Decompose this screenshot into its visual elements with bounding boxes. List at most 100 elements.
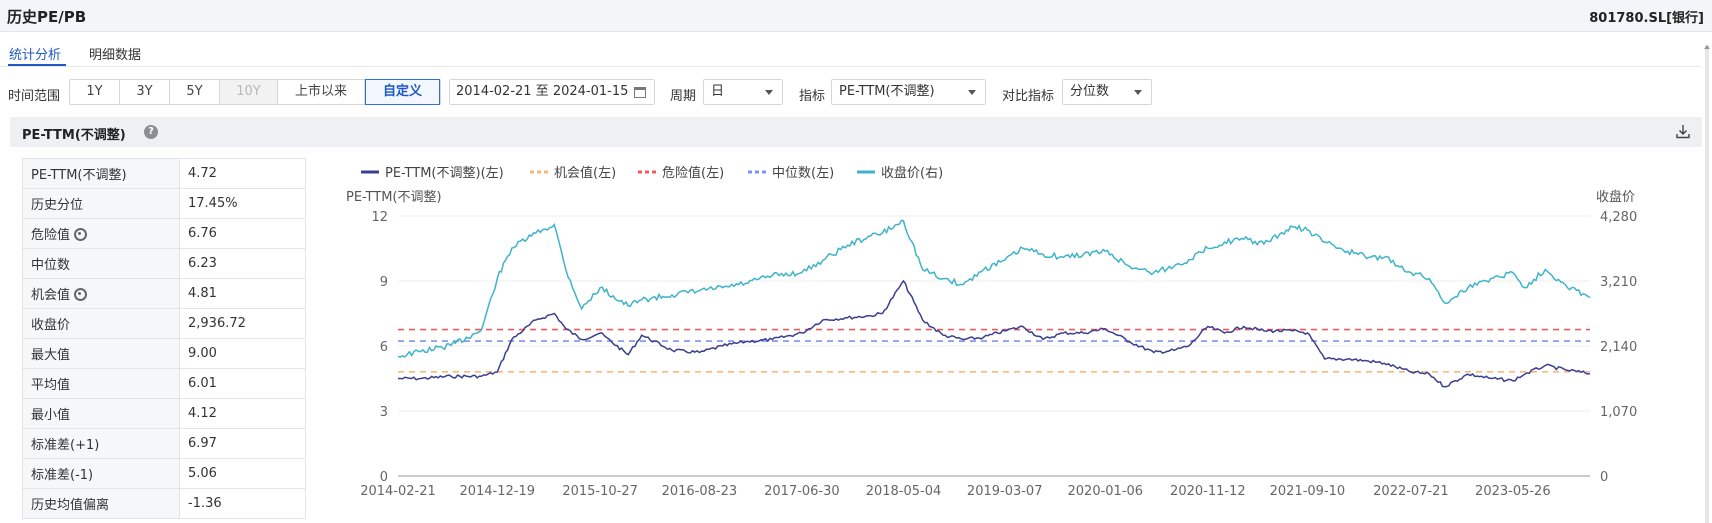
indicator-select-value: PE-TTM(不调整): [839, 84, 935, 99]
stat-value: 6.76: [179, 218, 306, 249]
stat-label: 收盘价: [31, 318, 71, 333]
stats-row: 平均值 6.01: [22, 368, 306, 399]
stats-table: PE-TTM(不调整) 4.72 历史分位 17.45% 危险值 6.76 中位数 6.23 机…: [22, 158, 306, 519]
pe-series-line: [398, 279, 1591, 388]
stat-label: 中位数: [31, 258, 71, 273]
x-tick-label: 2017-06-30: [764, 484, 840, 499]
range-3y-button[interactable]: 3Y: [120, 80, 170, 104]
range-since-listing-button[interactable]: 上市以来: [278, 80, 365, 104]
filter-bar: 时间范围 1Y 3Y 5Y 10Y 上市以来 自定义 2014-02-21 至 …: [0, 79, 1700, 107]
range-5y-button[interactable]: 5Y: [170, 80, 220, 104]
stat-label: 历史分位: [31, 198, 84, 213]
period-select[interactable]: 日: [703, 79, 783, 105]
x-tick-label: 2015-10-27: [562, 484, 638, 499]
download-icon[interactable]: [1676, 124, 1690, 139]
stat-label-cell: 历史均值偏离: [22, 488, 180, 519]
stat-value: 5.06: [179, 458, 306, 489]
stat-label: 平均值: [31, 378, 71, 393]
x-tick-label: 2016-08-23: [662, 484, 738, 499]
time-range-label: 时间范围: [8, 89, 61, 104]
range-1y-button[interactable]: 1Y: [70, 80, 120, 104]
x-tick-label: 2020-11-12: [1170, 484, 1246, 499]
x-tick-label: 2014-02-21: [360, 484, 436, 499]
right-tick-label: 1,070: [1600, 405, 1637, 420]
x-tick-label: 2019-03-07: [967, 484, 1043, 499]
stat-label: 最小值: [31, 408, 71, 423]
stats-row: 中位数 6.23: [22, 248, 306, 279]
panel-title: PE-TTM(不调整): [22, 128, 126, 143]
chevron-down-icon: [765, 90, 773, 95]
stats-row: 标准差(+1) 6.97: [22, 428, 306, 459]
stat-value: 2,936.72: [179, 308, 306, 339]
stat-label: 标准差(+1): [31, 438, 100, 453]
legend-item-label[interactable]: PE-TTM(不调整)(左): [385, 166, 504, 181]
close-price-series-line: [397, 219, 1591, 358]
gear-icon[interactable]: [74, 288, 88, 301]
stat-value: 4.81: [179, 278, 306, 309]
compare-select[interactable]: 分位数: [1062, 79, 1152, 105]
compare-select-value: 分位数: [1070, 84, 1110, 99]
left-tick-label: 12: [371, 210, 388, 225]
left-tick-label: 6: [380, 340, 388, 355]
help-icon[interactable]: ?: [144, 125, 158, 139]
date-range-value: 2014-02-21 至 2024-01-15: [456, 84, 629, 99]
stat-label-cell: 收盘价: [22, 308, 180, 339]
vertical-scrollbar[interactable]: [1702, 45, 1712, 523]
date-range-input[interactable]: 2014-02-21 至 2024-01-15: [449, 79, 655, 105]
x-tick-label: 2023-05-26: [1475, 484, 1551, 499]
stats-row: 机会值 4.81: [22, 278, 306, 309]
calendar-icon[interactable]: [634, 87, 646, 98]
range-10y-button[interactable]: 10Y: [220, 80, 278, 104]
tab-detail-data[interactable]: 明细数据: [89, 48, 142, 63]
scrollbar-thumb[interactable]: [1705, 45, 1709, 523]
x-tick-label: 2022-07-21: [1373, 484, 1449, 499]
active-tab-indicator: [8, 64, 66, 66]
indicator-select[interactable]: PE-TTM(不调整): [831, 79, 986, 105]
chevron-down-icon: [1134, 90, 1142, 95]
scroll-up-arrow-icon[interactable]: [1704, 45, 1710, 49]
legend-item-label[interactable]: 机会值(左): [554, 165, 616, 181]
stat-value: 6.01: [179, 368, 306, 399]
stat-value: 6.23: [179, 248, 306, 279]
stat-label-cell: 历史分位: [22, 188, 180, 219]
right-tick-label: 4,280: [1600, 210, 1637, 225]
stat-label: 标准差(-1): [31, 468, 94, 483]
stat-value: 9.00: [179, 338, 306, 369]
period-select-value: 日: [711, 84, 725, 99]
stat-value: -1.36: [179, 488, 306, 519]
security-code: 801780.SL[银行]: [1589, 11, 1704, 26]
tab-statistics[interactable]: 统计分析: [9, 48, 62, 63]
stats-row: 历史均值偏离 -1.36: [22, 488, 306, 519]
stat-label-cell: 危险值: [22, 218, 180, 249]
left-tick-label: 9: [380, 275, 388, 290]
legend-item-label[interactable]: 危险值(左): [662, 165, 724, 181]
right-tick-label: 3,210: [1600, 275, 1637, 290]
stats-row: 危险值 6.76: [22, 218, 306, 249]
stats-row: 最小值 4.12: [22, 398, 306, 429]
stats-row: PE-TTM(不调整) 4.72: [22, 158, 306, 189]
x-tick-label: 2021-09-10: [1270, 484, 1346, 499]
range-custom-button[interactable]: 自定义: [365, 79, 440, 105]
stat-label-cell: 中位数: [22, 248, 180, 279]
right-tick-label: 0: [1600, 470, 1608, 485]
gear-icon[interactable]: [74, 228, 88, 241]
chart-legend: PE-TTM(不调整)(左) 机会值(左) 危险值(左) 中位数(左) 收盘价(右): [361, 165, 943, 181]
legend-item-label[interactable]: 收盘价(右): [881, 165, 943, 181]
panel-header: PE-TTM(不调整) ?: [10, 117, 1702, 147]
x-tick-label: 2018-05-04: [866, 484, 942, 499]
stat-value: 4.72: [179, 158, 306, 189]
stat-label-cell: 平均值: [22, 368, 180, 399]
indicator-label: 指标: [799, 89, 826, 104]
legend-item-label[interactable]: 中位数(左): [772, 166, 834, 181]
stat-label: 危险值: [31, 228, 71, 243]
time-range-segmented: 1Y 3Y 5Y 10Y 上市以来 自定义: [69, 79, 441, 105]
period-label: 周期: [670, 89, 697, 104]
compare-label: 对比指标: [1002, 89, 1055, 104]
stat-label-cell: 机会值: [22, 278, 180, 309]
left-axis-title: PE-TTM(不调整): [346, 190, 442, 205]
stat-label: 历史均值偏离: [31, 498, 110, 513]
tab-bar: 统计分析 明细数据: [0, 33, 1700, 67]
stat-label-cell: PE-TTM(不调整): [22, 158, 180, 189]
x-tick-label: 2020-01-06: [1068, 484, 1144, 499]
stat-label-cell: 最小值: [22, 398, 180, 429]
